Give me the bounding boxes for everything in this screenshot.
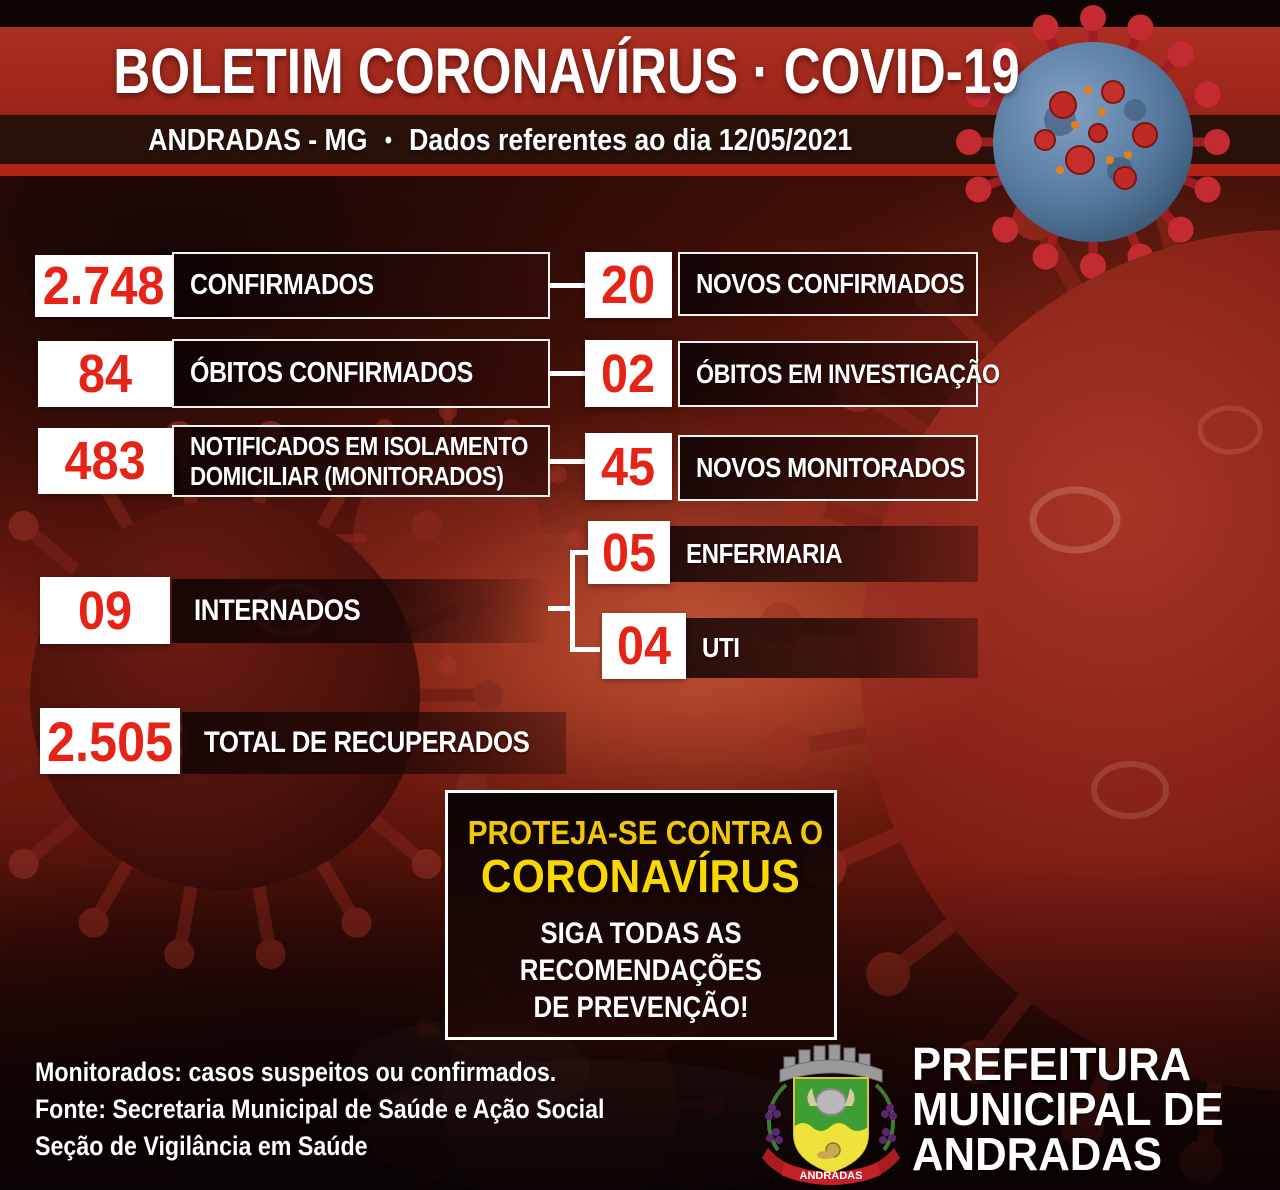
bracket-stem xyxy=(548,606,572,611)
footer-notes: Monitorados: casos suspeitos ou confirma… xyxy=(35,1054,697,1165)
subtitle-separator: • xyxy=(384,127,392,154)
stat-label-internados: INTERNADOS xyxy=(172,579,550,643)
org-name: PREFEITURA MUNICIPAL DE ANDRADAS xyxy=(912,1038,1240,1180)
connector-line xyxy=(548,371,585,376)
footer-note-monitorados: Monitorados: casos suspeitos ou confirma… xyxy=(35,1057,557,1087)
footer-note-fonte: Fonte: Secretaria Municipal de Saúde e A… xyxy=(35,1094,605,1124)
subtitle: ANDRADAS - MG • Dados referentes ao dia 12… xyxy=(0,115,1000,164)
stat-label-obitos: ÓBITOS CONFIRMADOS xyxy=(172,339,550,408)
bracket-line xyxy=(570,550,600,652)
stat-label-obitos-investigacao: ÓBITOS EM INVESTIGAÇÃO xyxy=(678,341,1000,407)
stat-label-recuperados: TOTAL DE RECUPERADOS xyxy=(182,712,566,774)
protection-box: PROTEJA-SE CONTRA O CORONAVÍRUS SIGA TOD… xyxy=(445,790,837,1040)
connector-line xyxy=(548,459,585,464)
location-label: ANDRADAS - MG xyxy=(148,122,368,157)
org-name-line3: ANDRADAS xyxy=(912,1128,1163,1180)
date-label: Dados referentes ao dia 12/05/2021 xyxy=(408,122,852,157)
andradas-coat-of-arms: ANDRADAS xyxy=(762,1044,900,1185)
stat-label-uti: UTI xyxy=(686,618,978,678)
stat-value-recuperados: 2.505 xyxy=(40,708,180,774)
org-name-line2: MUNICIPAL DE xyxy=(912,1083,1224,1135)
stat-value-obitos: 84 xyxy=(38,341,172,407)
stat-label-isolamento: NOTIFICADOS EM ISOLAMENTO DOMICILIAR (MON… xyxy=(172,425,550,497)
crest-ribbon-text: ANDRADAS xyxy=(800,1170,863,1182)
red-divider-strip xyxy=(0,164,1280,176)
crest-castle-crown xyxy=(779,1044,883,1083)
stat-value-enfermaria: 05 xyxy=(588,521,670,584)
protection-title-line1: PROTEJA-SE CONTRA O xyxy=(467,814,824,851)
stat-value-novos-monitorados: 45 xyxy=(585,433,672,500)
org-name-line1: PREFEITURA xyxy=(912,1038,1192,1090)
protection-text-line1: SIGA TODAS AS xyxy=(540,917,742,950)
connector-line xyxy=(548,283,585,288)
page-title: BOLETIM CORONAVÍRUS · COVID-19 xyxy=(0,27,1030,115)
stat-value-isolamento: 483 xyxy=(38,428,172,494)
stat-value-novos-confirmados: 20 xyxy=(585,252,672,318)
protection-text-line2: RECOMENDAÇÕES xyxy=(519,954,763,987)
top-black-band xyxy=(0,0,1280,27)
crest-shield xyxy=(793,1077,869,1174)
stat-value-obitos-investigacao: 02 xyxy=(585,340,672,407)
footer-note-secao: Seção de Vigilância em Saúde xyxy=(35,1131,368,1161)
stat-label-enfermaria: ENFERMARIA xyxy=(670,526,978,582)
stat-label-confirmados: CONFIRMADOS xyxy=(172,252,550,319)
page-title-text: BOLETIM CORONAVÍRUS · COVID-19 xyxy=(113,35,1020,107)
stat-value-confirmados: 2.748 xyxy=(35,255,172,317)
protection-title-line2: CORONAVÍRUS xyxy=(481,850,801,902)
stat-value-internados: 09 xyxy=(40,577,170,644)
stat-value-uti: 04 xyxy=(602,613,686,679)
stat-label-novos-confirmados: NOVOS CONFIRMADOS xyxy=(678,252,978,316)
protection-text-line3: DE PREVENÇÃO! xyxy=(533,991,749,1024)
stat-label-novos-monitorados: NOVOS MONITORADOS xyxy=(678,435,978,501)
